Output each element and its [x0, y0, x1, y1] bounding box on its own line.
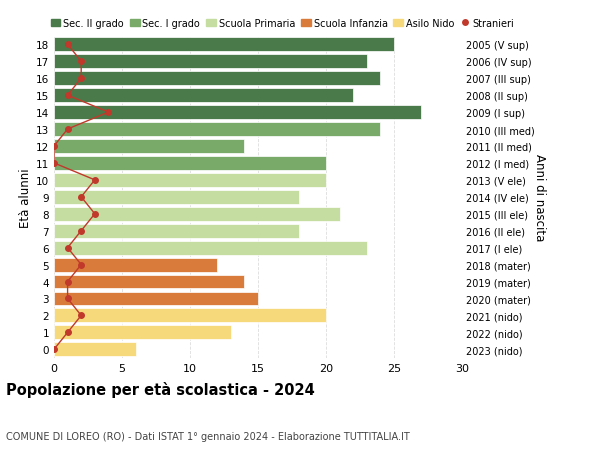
Bar	[54, 309, 326, 323]
Bar	[54, 207, 340, 221]
Bar	[54, 326, 231, 340]
Bar	[54, 123, 380, 137]
Bar	[54, 292, 258, 306]
Bar	[54, 72, 380, 86]
Bar	[54, 174, 326, 187]
Bar	[54, 190, 299, 204]
Bar	[54, 258, 217, 272]
Text: Popolazione per età scolastica - 2024: Popolazione per età scolastica - 2024	[6, 381, 315, 397]
Bar	[54, 89, 353, 103]
Bar	[54, 106, 421, 120]
Y-axis label: Età alunni: Età alunni	[19, 168, 32, 227]
Bar	[54, 157, 326, 170]
Legend: Sec. II grado, Sec. I grado, Scuola Primaria, Scuola Infanzia, Asilo Nido, Stran: Sec. II grado, Sec. I grado, Scuola Prim…	[51, 19, 515, 28]
Bar	[54, 275, 244, 289]
Bar	[54, 140, 244, 154]
Bar	[54, 55, 367, 69]
Y-axis label: Anni di nascita: Anni di nascita	[533, 154, 546, 241]
Bar	[54, 38, 394, 52]
Text: COMUNE DI LOREO (RO) - Dati ISTAT 1° gennaio 2024 - Elaborazione TUTTITALIA.IT: COMUNE DI LOREO (RO) - Dati ISTAT 1° gen…	[6, 431, 410, 441]
Bar	[54, 224, 299, 238]
Bar	[54, 342, 136, 357]
Bar	[54, 241, 367, 255]
